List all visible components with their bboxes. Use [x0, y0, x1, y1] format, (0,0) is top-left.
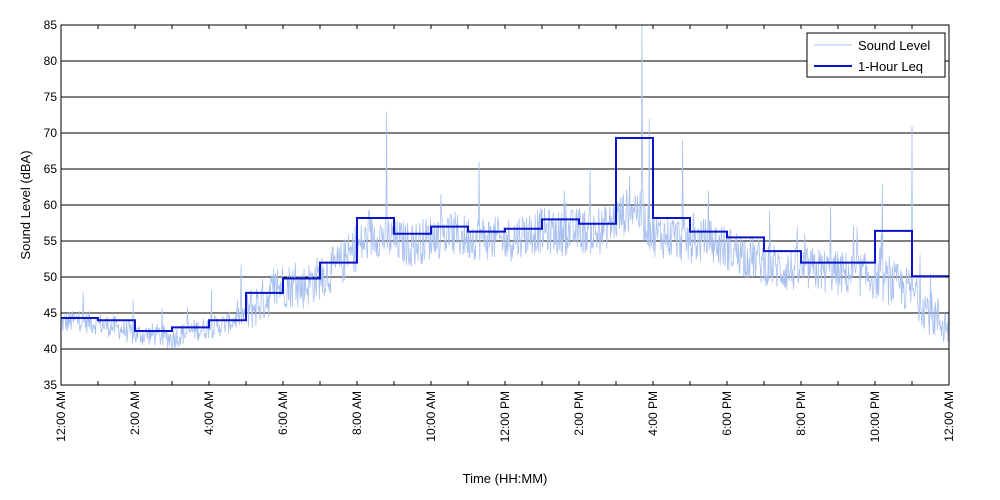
legend: Sound Level 1-Hour Leq	[806, 32, 946, 78]
x-tick-label: 2:00 PM	[572, 391, 586, 436]
x-tick-label: 6:00 PM	[720, 391, 734, 436]
y-tick-label: 65	[44, 162, 58, 176]
y-tick-label: 85	[44, 18, 58, 32]
x-tick-label: 10:00 AM	[424, 391, 438, 442]
x-axis-title: Time (HH:MM)	[463, 471, 548, 486]
y-tick-label: 45	[44, 306, 58, 320]
legend-label-leq: 1-Hour Leq	[858, 59, 923, 74]
x-tick-label: 8:00 AM	[350, 391, 364, 435]
grid-lines	[61, 60, 949, 350]
y-tick-label: 75	[44, 90, 58, 104]
y-tick-label: 60	[44, 198, 58, 212]
legend-box	[806, 32, 946, 78]
x-tick-label: 2:00 AM	[128, 391, 142, 435]
y-tick-label: 50	[44, 270, 58, 284]
x-tick-label: 6:00 AM	[276, 391, 290, 435]
y-tick-label: 80	[44, 54, 58, 68]
x-tick-label: 12:00 PM	[498, 391, 512, 442]
y-tick-label: 70	[44, 126, 58, 140]
x-tick-label: 4:00 PM	[646, 391, 660, 436]
x-tick-label: 8:00 PM	[794, 391, 808, 436]
x-tick-label: 4:00 AM	[202, 391, 216, 435]
axis-ticks: 35 40 45 50 55 60 65 70 75 80 85 12:00 AM 2:00 AM 4:0…	[44, 18, 956, 442]
legend-label-sound-level: Sound Level	[858, 38, 930, 53]
x-tick-label: 12:00 AM	[54, 391, 68, 442]
series-1-hour-leq	[61, 137, 949, 332]
x-tick-label: 10:00 PM	[868, 391, 882, 442]
y-tick-label: 55	[44, 234, 58, 248]
y-tick-label: 40	[44, 342, 58, 356]
y-tick-label: 35	[44, 378, 58, 392]
series-layer	[60, 24, 950, 349]
y-axis-title: Sound Level (dBA)	[18, 150, 33, 259]
x-tick-label: 12:00 AM	[942, 391, 956, 442]
